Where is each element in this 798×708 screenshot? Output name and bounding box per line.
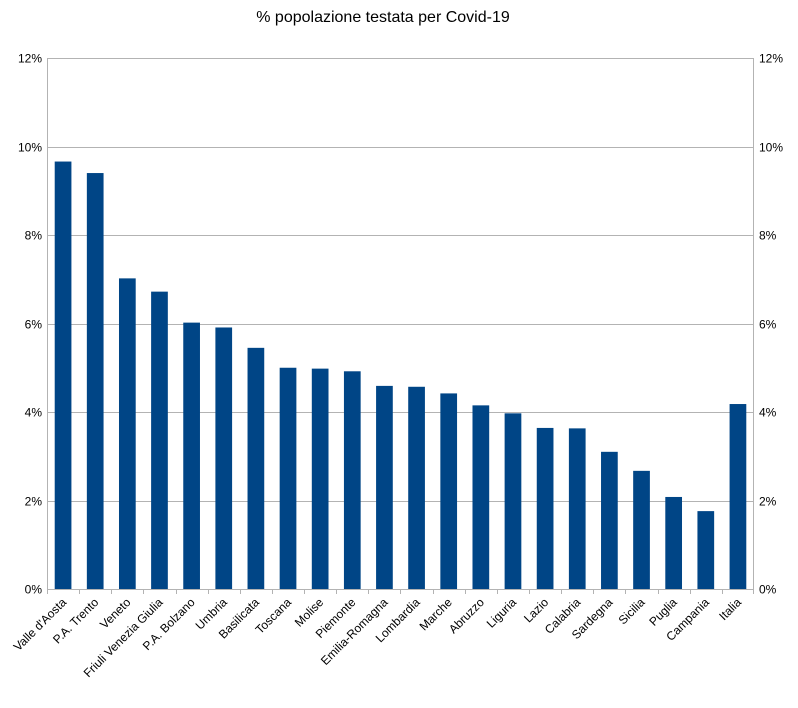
bar xyxy=(440,393,458,589)
bar xyxy=(343,371,361,589)
bar xyxy=(697,511,715,589)
y-tick-label-left: 0% xyxy=(25,583,43,597)
bar xyxy=(536,427,554,589)
x-tick-label: Abruzzo xyxy=(446,595,487,636)
y-tick-label-right: 8% xyxy=(759,229,777,243)
x-tick-label: Toscana xyxy=(253,595,295,637)
y-tick-label-right: 10% xyxy=(759,141,783,155)
y-tick-label-left: 4% xyxy=(25,406,43,420)
bar xyxy=(729,404,747,589)
bar xyxy=(601,451,618,589)
bar xyxy=(472,405,490,589)
bar xyxy=(54,161,72,590)
bar xyxy=(183,322,200,589)
y-tick-label-right: 0% xyxy=(759,583,777,597)
y-tick-label-right: 2% xyxy=(759,495,777,509)
bar xyxy=(151,291,168,589)
bar xyxy=(376,385,393,589)
bar xyxy=(408,386,425,589)
x-tick-label: Italia xyxy=(716,595,744,623)
bar xyxy=(504,413,522,589)
bar xyxy=(247,347,265,589)
y-tick-label-left: 10% xyxy=(18,141,42,155)
chart-title: % popolazione testata per Covid-19 xyxy=(256,9,510,26)
y-tick-label-left: 8% xyxy=(25,229,43,243)
y-tick-label-left: 12% xyxy=(18,52,42,66)
bar xyxy=(311,368,329,589)
y-tick-label-left: 2% xyxy=(25,495,43,509)
bar xyxy=(86,173,104,590)
bar xyxy=(633,470,650,589)
bars xyxy=(54,161,747,590)
bar xyxy=(118,278,136,589)
bar xyxy=(215,327,233,589)
bar xyxy=(279,367,297,589)
x-tick-label: Liguria xyxy=(484,595,520,631)
y-axis-left: 0% 2% 4% 6% 8% 10% 12% xyxy=(18,52,42,597)
bar xyxy=(665,496,683,589)
x-tick-label: Sicilia xyxy=(616,595,648,627)
y-tick-label-left: 6% xyxy=(25,318,43,332)
y-tick-label-right: 4% xyxy=(759,406,777,420)
y-tick-label-right: 6% xyxy=(759,318,777,332)
y-axis-right: 0% 2% 4% 6% 8% 10% 12% xyxy=(759,52,783,597)
y-tick-label-right: 12% xyxy=(759,52,783,66)
bar xyxy=(568,428,586,589)
